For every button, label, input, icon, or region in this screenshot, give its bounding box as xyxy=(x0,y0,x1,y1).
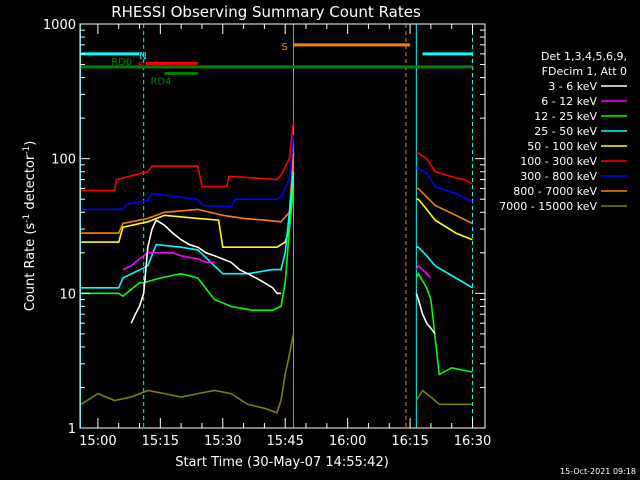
series-line-7000-15000-kev-8 xyxy=(80,333,295,414)
series-line-6-12-kev-5 xyxy=(122,252,215,271)
series-line-3-6-kev-16 xyxy=(415,293,436,335)
legend: Det 1,3,4,5,6,9, FDecim 1, Att 0 3 - 6 k… xyxy=(499,50,627,213)
x-tick-label-5: 16:15 xyxy=(391,434,428,449)
series-line-6-12-kev-14 xyxy=(415,264,432,279)
series-line-50-100-kev-3 xyxy=(81,171,295,248)
legend-header-line1: Det 1,3,4,5,6,9, xyxy=(541,50,627,63)
x-tick-label-3: 15:45 xyxy=(266,434,303,449)
series-line-12-25-kev-6 xyxy=(81,188,295,312)
series-line-100-300-kev-9 xyxy=(416,152,473,185)
timestamp: 15-Oct-2021 09:18 xyxy=(560,467,636,476)
x-tick-label-4: 16:00 xyxy=(329,434,366,449)
y-axis-label: Count Rate (s-1 detector-1) xyxy=(22,141,38,312)
x-tick-label-2: 15:30 xyxy=(204,434,241,449)
flag-label-s: S xyxy=(282,42,288,53)
flag-label-rd4: RD4 xyxy=(150,76,171,87)
x-tick-label-0: 15:00 xyxy=(79,434,116,449)
series-line-800-7000-kev-2 xyxy=(81,153,295,234)
chart-title: RHESSI Observing Summary Count Rates xyxy=(111,3,421,21)
plot-area xyxy=(79,24,474,428)
legend-label-8: 7000 - 15000 keV xyxy=(499,200,597,213)
legend-label-5: 100 - 300 keV xyxy=(520,155,597,168)
legend-label-4: 50 - 100 keV xyxy=(527,140,597,153)
series-line-300-800-kev-10 xyxy=(416,167,473,203)
legend-label-7: 800 - 7000 keV xyxy=(513,185,597,198)
series-line-25-50-kev-13 xyxy=(416,246,473,289)
series-line-12-25-kev-15 xyxy=(415,272,473,376)
y-tick-label-3: 1000 xyxy=(43,18,76,33)
flag-bars: NFRD0RD4S xyxy=(81,42,473,87)
legend-label-2: 12 - 25 keV xyxy=(534,110,597,123)
x-tick-label-6: 16:30 xyxy=(454,434,491,449)
legend-label-0: 3 - 6 keV xyxy=(548,80,597,93)
series-line-100-300-kev-0 xyxy=(81,121,295,192)
x-tick-label-1: 15:15 xyxy=(142,434,179,449)
flag-label-n: N xyxy=(139,51,146,62)
legend-label-6: 300 - 800 keV xyxy=(520,170,597,183)
plot-frame xyxy=(79,23,486,429)
series-line-800-7000-kev-11 xyxy=(416,187,473,225)
y-axis-ticks: 1 10 100 1000 xyxy=(43,18,485,437)
y-tick-label-0: 1 xyxy=(68,422,76,437)
legend-label-3: 25 - 50 keV xyxy=(534,125,597,138)
series-line-3-6-kev-7 xyxy=(130,218,281,324)
x-axis-ticks: 15:00 15:15 15:30 15:45 16:00 16:15 16:30 xyxy=(79,24,491,449)
legend-header-line2: FDecim 1, Att 0 xyxy=(542,65,627,78)
series-line-300-800-kev-1 xyxy=(81,134,295,211)
legend-label-1: 6 - 12 keV xyxy=(541,95,597,108)
y-tick-label-2: 100 xyxy=(51,153,76,168)
flag-label-rd0: RD0 xyxy=(111,57,132,68)
series-line-50-100-kev-12 xyxy=(416,198,473,241)
series-line-7000-15000-kev-17 xyxy=(415,389,473,406)
y-tick-label-1: 10 xyxy=(59,287,76,302)
x-axis-label: Start Time (30-May-07 14:55:42) xyxy=(175,455,389,470)
